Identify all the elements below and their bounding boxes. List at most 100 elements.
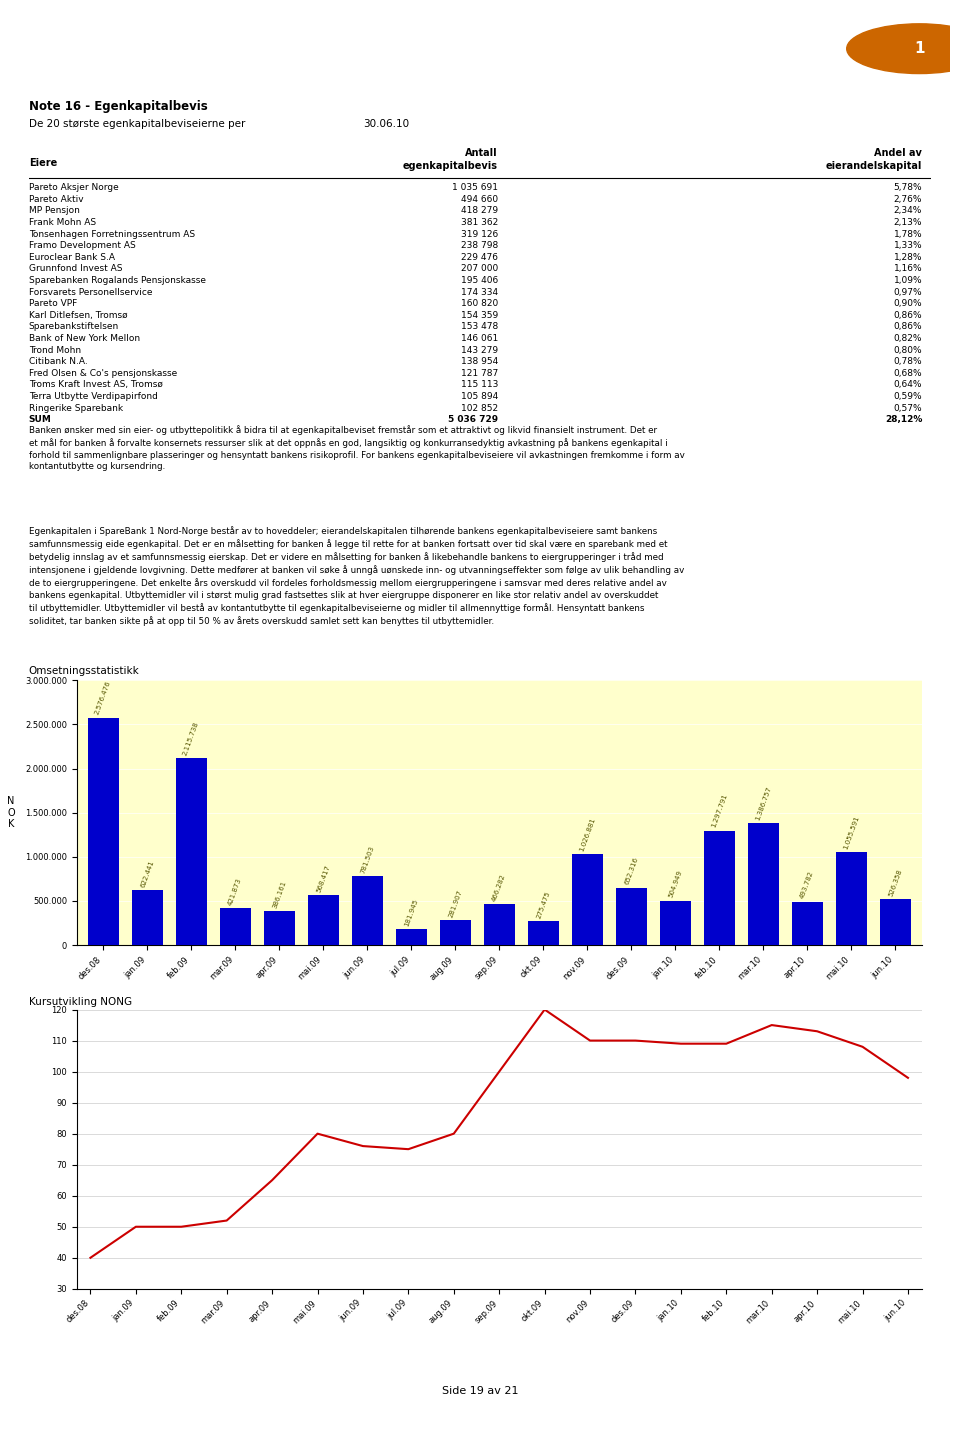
Text: 30.06.10: 30.06.10 [363,119,409,129]
Text: 781.503: 781.503 [359,845,375,875]
Text: 1,28%: 1,28% [894,253,923,262]
Bar [132,891,162,945]
Text: Troms Kraft Invest AS, Tromsø: Troms Kraft Invest AS, Tromsø [29,381,162,390]
Bar [264,911,295,945]
Text: 319 126: 319 126 [461,229,498,239]
Text: MP Pensjon: MP Pensjon [29,206,80,215]
Text: 1.386.757: 1.386.757 [755,785,772,821]
Text: Omsetningsstatistikk: Omsetningsstatistikk [29,666,139,676]
Text: 652.316: 652.316 [623,856,639,886]
Text: Citibank N.A.: Citibank N.A. [29,358,87,367]
Text: Frank Mohn AS: Frank Mohn AS [29,218,96,228]
Text: Side 19 av 21: Side 19 av 21 [442,1386,518,1396]
Bar [396,929,426,945]
Text: eierandelskapital: eierandelskapital [826,160,923,170]
Text: 1,09%: 1,09% [894,276,923,285]
Text: Egenkapitalen i SpareBank 1 Nord-Norge består av to hoveddeler; eierandelskapita: Egenkapitalen i SpareBank 1 Nord-Norge b… [29,527,684,626]
Text: 275.475: 275.475 [536,889,551,919]
Text: 174 334: 174 334 [461,288,498,296]
Text: 386.161: 386.161 [272,879,287,909]
Y-axis label: N
O
K: N O K [8,796,14,829]
Text: 154 359: 154 359 [461,311,498,319]
Text: 181.945: 181.945 [403,898,419,928]
Text: 143 279: 143 279 [461,345,498,355]
Text: 2.576.476: 2.576.476 [94,680,112,716]
Text: 0,97%: 0,97% [894,288,923,296]
Bar [572,855,603,945]
Text: 1,78%: 1,78% [894,229,923,239]
Text: Grunnfond Invest AS: Grunnfond Invest AS [29,265,122,274]
Bar [879,899,911,945]
Text: 504.949: 504.949 [667,869,683,899]
Bar [220,908,251,945]
Text: 121 787: 121 787 [461,369,498,378]
Text: Forsvarets Personellservice: Forsvarets Personellservice [29,288,153,296]
Text: 381 362: 381 362 [461,218,498,228]
Text: 493.782: 493.782 [800,871,815,899]
Text: Banken ønsker med sin eier- og utbyttepolitikk å bidra til at egenkapitalbeviset: Banken ønsker med sin eier- og utbyttepo… [29,425,684,471]
Text: 1,16%: 1,16% [894,265,923,274]
Text: 238 798: 238 798 [461,242,498,251]
Bar [748,822,779,945]
Bar [704,831,734,945]
Text: Ringerike Sparebank: Ringerike Sparebank [29,404,123,412]
Text: Sparebankstiftelsen: Sparebankstiftelsen [29,322,119,331]
Bar [528,921,559,945]
Text: 568.417: 568.417 [316,863,331,894]
Text: 526.358: 526.358 [887,868,903,896]
Text: 138 954: 138 954 [461,358,498,367]
Text: 229 476: 229 476 [461,253,498,262]
Text: Andel av: Andel av [875,147,923,158]
Text: Trond Mohn: Trond Mohn [29,345,81,355]
Text: 28,12%: 28,12% [885,415,923,424]
Text: 0,82%: 0,82% [894,334,923,344]
Text: 0,86%: 0,86% [894,322,923,331]
Text: Pareto VPF: Pareto VPF [29,299,77,308]
Text: 0,59%: 0,59% [894,392,923,401]
Text: 622.441: 622.441 [139,859,155,888]
Text: 1 035 691: 1 035 691 [452,183,498,192]
Text: Tonsenhagen Forretningssentrum AS: Tonsenhagen Forretningssentrum AS [29,229,195,239]
Text: 146 061: 146 061 [461,334,498,344]
Bar [792,902,823,945]
Text: 466.282: 466.282 [492,874,507,902]
Text: Kursutvikling NONG: Kursutvikling NONG [29,997,132,1007]
Text: Karl Ditlefsen, Tromsø: Karl Ditlefsen, Tromsø [29,311,128,319]
Bar [615,888,647,945]
Text: egenkapitalbevis: egenkapitalbevis [403,160,498,170]
Text: 1.297.791: 1.297.791 [710,793,728,829]
Text: 494 660: 494 660 [461,195,498,203]
Text: Euroclear Bank S.A: Euroclear Bank S.A [29,253,115,262]
Circle shape [847,24,960,73]
Text: 0,64%: 0,64% [894,381,923,390]
Text: 2.115.738: 2.115.738 [182,720,200,756]
Bar [87,717,119,945]
Text: Eiere: Eiere [29,158,57,168]
Bar [836,852,867,945]
Text: Sparebanken Rogalands Pensjonskasse: Sparebanken Rogalands Pensjonskasse [29,276,205,285]
Text: Pareto Aksjer Norge: Pareto Aksjer Norge [29,183,118,192]
Bar [484,904,515,945]
Text: Bank of New York Mellon: Bank of New York Mellon [29,334,140,344]
Text: 281.907: 281.907 [447,889,463,918]
Text: 5 036 729: 5 036 729 [448,415,498,424]
Text: 0,86%: 0,86% [894,311,923,319]
Text: Fred Olsen & Co's pensjonskasse: Fred Olsen & Co's pensjonskasse [29,369,177,378]
Text: 2,76%: 2,76% [894,195,923,203]
Text: 421.873: 421.873 [228,876,243,906]
Text: 0,90%: 0,90% [894,299,923,308]
Bar [660,901,690,945]
Text: Terra Utbytte Verdipapirfond: Terra Utbytte Verdipapirfond [29,392,157,401]
Bar [308,895,339,945]
Text: 2,13%: 2,13% [894,218,923,228]
Text: Note 16 - Egenkapitalbevis: Note 16 - Egenkapitalbevis [29,100,207,113]
Text: 1: 1 [914,42,924,56]
Text: SpareBank: SpareBank [761,27,854,43]
Text: Framo Development AS: Framo Development AS [29,242,135,251]
Text: 1.026.881: 1.026.881 [578,816,596,852]
Text: Pareto Aktiv: Pareto Aktiv [29,195,84,203]
Text: NORD-NORGE: NORD-NORGE [774,60,842,70]
Text: 418 279: 418 279 [461,206,498,215]
Bar [351,876,383,945]
Bar [440,921,470,945]
